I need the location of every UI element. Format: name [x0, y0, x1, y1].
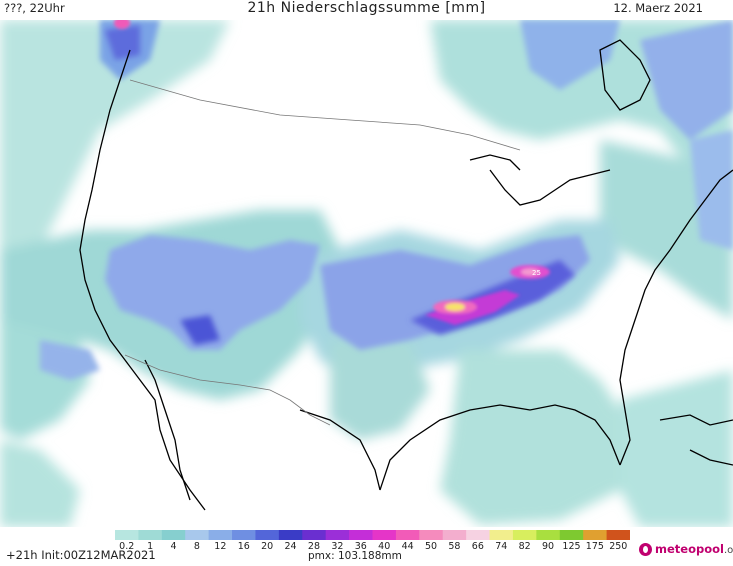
legend-tick-label: 44: [401, 541, 414, 552]
legend-swatch: [278, 530, 303, 540]
legend-swatch: [185, 530, 210, 540]
legend-swatch: [442, 530, 467, 540]
legend-swatch: [255, 530, 280, 540]
map-date: 12. Maerz 2021: [613, 1, 703, 15]
legend-swatch: [559, 530, 584, 540]
legend-tick-label: 0.2: [119, 541, 135, 552]
meteopool-logo-icon: [639, 543, 652, 556]
coastlines: [79, 39, 733, 511]
precip-legend-labels: 0.2 1 4 8 12 16 20 24 28 32 36 40 44 50 58 66 74 82 90 125 1…: [115, 541, 630, 553]
legend-swatch: [349, 530, 373, 540]
legend-swatch: [208, 530, 233, 540]
legend-tick-label: 250: [609, 541, 628, 552]
legend-swatch: [606, 530, 630, 540]
legend-swatch: [302, 530, 327, 540]
legend-tick-label: 125: [562, 541, 581, 552]
model-run-label: +21h Init:00Z12MAR2021: [6, 548, 156, 562]
legend-tick-label: 8: [193, 541, 200, 552]
legend-tick-label: 50: [424, 541, 438, 552]
legend-swatch: [161, 530, 186, 540]
legend-swatch: [232, 530, 256, 540]
pmx-label: pmx: 103.188mm: [308, 550, 402, 562]
brand-logo[interactable]: meteopool.org: [639, 541, 733, 561]
legend-swatch: [325, 530, 350, 540]
map-header: ???, 22Uhr 21h Niederschlagssumme [mm] 1…: [0, 0, 733, 20]
legend-swatch: [138, 530, 163, 540]
legend-swatch: [466, 530, 491, 540]
legend-tick-label: 4: [170, 541, 177, 552]
precipitation-map: 25: [0, 20, 733, 527]
precip-medium-layer: [40, 20, 733, 380]
legend-tick-label: 82: [518, 541, 531, 552]
legend-tick-label: 28: [307, 541, 321, 552]
legend-tick-label: 40: [378, 541, 391, 552]
legend-tick-label: 24: [284, 541, 297, 552]
legend-swatch: [489, 530, 514, 540]
valid-time-label: ???, 22Uhr: [4, 1, 65, 15]
legend-tick-label: 32: [331, 541, 344, 552]
peak-value-marker: 25: [532, 269, 541, 277]
brand-tld: .org: [723, 545, 733, 556]
legend-swatch: [395, 530, 420, 540]
legend-tick-label: 74: [495, 541, 508, 552]
precip-legend-colorbar: [115, 530, 630, 540]
brand-name: meteopool: [655, 542, 724, 556]
map-title: 21h Niederschlagssumme [mm]: [247, 0, 486, 16]
legend-swatch: [536, 530, 561, 540]
legend-tick-label: 36: [354, 541, 367, 552]
legend-tick-label: 16: [237, 541, 250, 552]
legend-tick-label: 1: [147, 541, 154, 552]
legend-swatch: [372, 530, 397, 540]
legend-swatch: [512, 530, 537, 540]
legend-tick-label: 66: [471, 541, 484, 552]
legend-tick-label: 20: [261, 541, 274, 552]
legend-swatch: [419, 530, 444, 540]
legend-swatch: [115, 530, 139, 540]
legend-tick-label: 12: [214, 541, 227, 552]
precip-peak-layer: [114, 20, 550, 325]
legend-tick-label: 58: [448, 541, 461, 552]
country-borders: [124, 79, 521, 426]
legend-tick-label: 175: [585, 541, 604, 552]
legend-tick-label: 90: [542, 541, 555, 552]
legend-swatch: [583, 530, 608, 540]
